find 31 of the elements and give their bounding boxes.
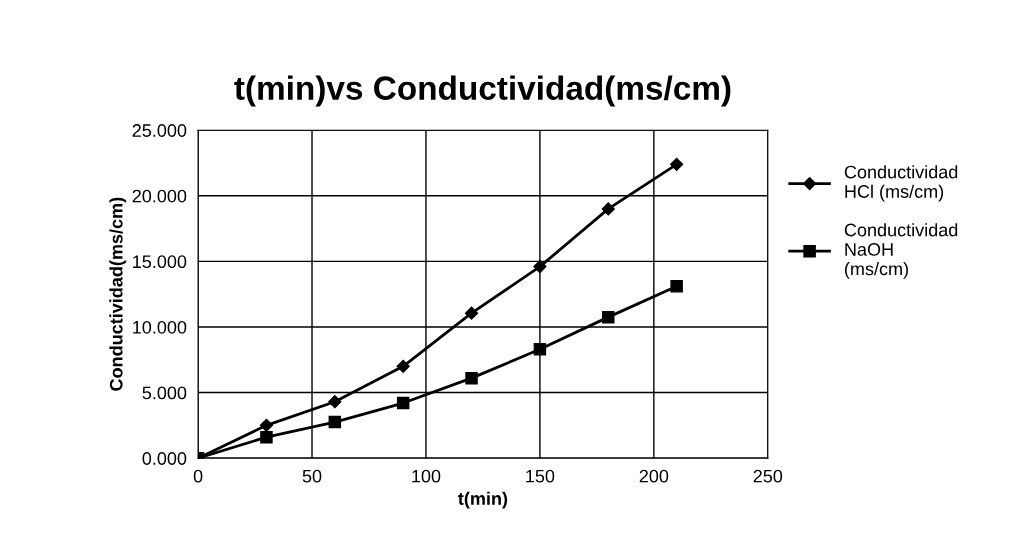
chart-title: t(min)vs Conductividad(ms/cm) <box>234 75 731 107</box>
x-tick-label: 100 <box>412 469 441 483</box>
point <box>328 415 342 429</box>
y-tick-label: 25.000 <box>132 124 187 137</box>
point <box>259 418 274 432</box>
legend-label: Conductividad NaOH (ms/cm) <box>844 223 958 279</box>
x-tick-label: 0 <box>193 469 203 483</box>
point <box>601 202 615 216</box>
point <box>464 306 479 320</box>
point <box>260 430 273 444</box>
x-tick-label: 200 <box>639 469 669 483</box>
y-tick-label: 15.000 <box>133 255 187 269</box>
point <box>396 396 410 410</box>
y-tick-label: 20.000 <box>132 189 187 203</box>
x-axis-title: t(min) <box>458 491 508 509</box>
x-tick-label: 50 <box>302 469 322 483</box>
point <box>396 359 410 373</box>
point <box>670 157 684 171</box>
y-tick-label: 5.000 <box>142 386 187 400</box>
point <box>465 371 478 385</box>
y-axis-title: Conductividad(ms/cm) <box>109 197 127 391</box>
point <box>533 343 547 356</box>
y-tick-label: 10.000 <box>133 320 187 334</box>
point <box>328 395 342 409</box>
x-tick-label: 150 <box>526 469 555 483</box>
point <box>533 260 547 274</box>
point <box>602 310 615 324</box>
y-tick-label: 0.000 <box>142 452 187 465</box>
legend-label: Conductividad HCl (ms/cm) <box>844 165 958 202</box>
x-tick-label: 250 <box>753 469 783 483</box>
point <box>670 280 683 293</box>
